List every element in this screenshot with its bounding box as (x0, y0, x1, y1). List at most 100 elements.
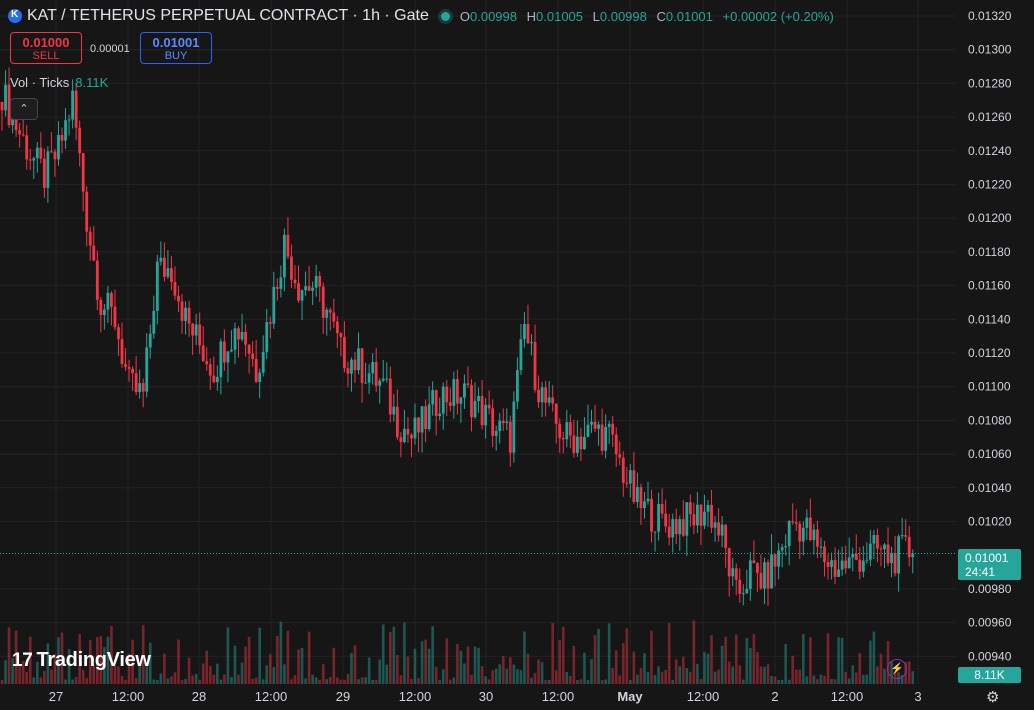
volume-bar (7, 627, 11, 684)
time-axis-tick: 12:00 (112, 689, 145, 704)
volume-bar (869, 640, 872, 684)
volume-legend[interactable]: Vol · Ticks 8.11K (10, 75, 108, 90)
candle-body (463, 383, 466, 398)
candle-body (371, 362, 375, 374)
volume-bar (434, 666, 438, 684)
candle-body (159, 257, 163, 262)
settings-gear-icon[interactable]: ⚙ (986, 689, 1000, 706)
volume-bar (32, 677, 36, 684)
candle-body (816, 529, 819, 547)
candle-body (812, 529, 816, 541)
volume-bar (304, 678, 307, 684)
candle-body (717, 522, 720, 536)
volume-bar (106, 636, 110, 684)
tradingview-logo-text: TradingView (36, 649, 151, 671)
candle-body (445, 386, 449, 403)
price-axis-tick: 0.01080 (968, 413, 1012, 427)
candle-body (102, 309, 106, 315)
volume-bar (480, 666, 484, 684)
volume-bar (441, 669, 445, 684)
candle-body (346, 368, 350, 374)
volume-bar (833, 679, 837, 684)
candle-body (268, 322, 272, 324)
volume-bar (452, 677, 456, 684)
candle-body (657, 503, 660, 532)
volume-bar (900, 674, 904, 684)
candle-body (731, 568, 735, 577)
candle-body (367, 373, 371, 383)
volume-bar (134, 678, 138, 684)
volume-bar (876, 666, 879, 684)
sell-button[interactable]: 0.01000 SELL (10, 32, 82, 64)
price-axis-tick: 0.01300 (968, 43, 1012, 57)
volume-bar (170, 676, 173, 684)
volume-bar (381, 624, 385, 684)
candle-body (879, 548, 883, 550)
volume-bar (318, 679, 321, 684)
candle-body (597, 424, 600, 429)
volume-bar (565, 671, 569, 684)
volume-bar (604, 679, 607, 684)
candle-body (523, 323, 526, 340)
candle-body (734, 568, 738, 580)
volume-bar (625, 628, 629, 684)
collapse-legend-button[interactable]: ⌃ (10, 98, 38, 120)
tradingview-logo[interactable]: 17 TradingView (12, 649, 151, 672)
candle-body (646, 498, 650, 502)
candle-body (738, 579, 742, 594)
volume-bar (780, 679, 784, 684)
candle-body (911, 553, 915, 558)
volume-bar (689, 671, 692, 684)
volume-bar (244, 646, 247, 684)
volume-bar (526, 653, 530, 684)
candle-body (466, 383, 470, 385)
candle-body (247, 344, 251, 354)
candle-body (618, 454, 622, 458)
volume-bar (78, 634, 81, 684)
volume-bar (533, 673, 537, 684)
candle-body (300, 290, 304, 301)
volume-bar (907, 661, 911, 684)
candle-body (780, 547, 784, 551)
volume-bar (727, 661, 731, 684)
candle-body (141, 383, 145, 392)
buy-button[interactable]: 0.01001 BUY (140, 32, 212, 64)
volume-bar (148, 642, 152, 684)
volume-bar (787, 679, 791, 684)
symbol-title[interactable]: KAT / TETHERUS PERPETUAL CONTRACT · 1h ·… (27, 7, 429, 24)
volume-bar (357, 679, 360, 684)
candle-body (71, 90, 74, 120)
lightning-icon[interactable]: ⚡ (887, 659, 907, 679)
volume-bar (501, 656, 505, 684)
candle-body (350, 359, 353, 374)
candle-body (551, 397, 555, 404)
candle-body (138, 383, 142, 393)
candle-body (152, 310, 156, 334)
ohlc-close-value: 0.01001 (665, 8, 713, 24)
candle-body (501, 420, 505, 424)
candle-body (360, 348, 364, 383)
volume-bar (67, 649, 71, 684)
volume-bar (25, 671, 29, 684)
volume-bar (756, 652, 759, 684)
volume-bar (643, 653, 646, 684)
candle-body (385, 378, 389, 380)
volume-bar (424, 639, 427, 684)
kat-coin-icon (8, 9, 22, 23)
volume-bar (463, 663, 466, 684)
candle-body (455, 379, 459, 404)
volume-bar (657, 666, 660, 684)
volume-bar (371, 679, 374, 684)
volume-bar (194, 674, 198, 684)
tradingview-mark-icon: 17 (12, 649, 33, 671)
volume-bar (720, 645, 724, 684)
candle-body (847, 557, 851, 569)
candle-body (57, 134, 60, 160)
candle-body (625, 482, 629, 484)
candle-body (265, 322, 269, 352)
ohlc-low-value: 0.00998 (599, 8, 647, 24)
candle-body (88, 231, 92, 246)
volume-bar (798, 669, 802, 684)
candle-body (770, 554, 773, 589)
